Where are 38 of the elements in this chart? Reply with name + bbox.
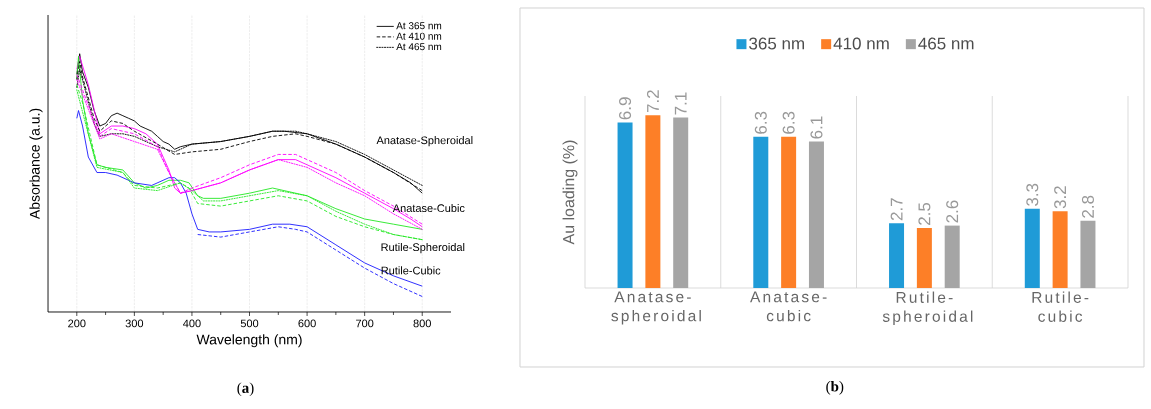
x-tick-label: 700: [356, 319, 374, 328]
data-label: 2.5: [918, 202, 931, 225]
text: (b): [826, 381, 844, 395]
legend-label: 410 nm: [833, 37, 889, 50]
annotation: Anatase-Spheroidal: [376, 136, 473, 147]
x-axis-title: Wavelength (nm): [196, 334, 302, 348]
data-label: 2.8: [1081, 195, 1094, 218]
annotation: Anatase-Cubic: [392, 204, 465, 213]
data-label: 6.1: [810, 116, 823, 139]
data-label: 6.3: [754, 111, 767, 134]
data-label: 6.3: [782, 111, 795, 134]
legend-label: At 465 nm: [396, 43, 442, 51]
annotation: Rutile-Spheroidal: [381, 243, 465, 254]
x-tick-label: 600: [298, 319, 316, 328]
data-label: 3.3: [1026, 183, 1039, 206]
text: (a): [237, 382, 254, 397]
data-label: 7.2: [646, 90, 659, 113]
data-label: 2.7: [890, 198, 903, 221]
legend-label: At 410 nm: [396, 32, 442, 40]
x-tick-label: Rutile-cubic: [1032, 291, 1089, 322]
data-label: 7.1: [674, 92, 687, 115]
data-label: 3.2: [1054, 186, 1067, 209]
x-tick-label: 400: [183, 319, 201, 328]
legend-label: 465 nm: [918, 37, 974, 50]
legend-label: 365 nm: [749, 37, 805, 50]
annotation: Rutile-Cubic: [381, 266, 441, 275]
legend-label: At 365 nm: [396, 22, 442, 30]
data-label: 6.9: [619, 97, 632, 120]
data-label: 2.6: [946, 200, 959, 223]
x-tick-label: 300: [125, 319, 144, 328]
x-tick-label: 500: [240, 319, 259, 328]
x-tick-label: Anatase-cubic: [750, 291, 827, 322]
y-axis-title: Au loading (%): [562, 140, 578, 245]
x-tick-label: 200: [68, 319, 86, 328]
x-tick-label: Rutile-spheroidal: [882, 291, 973, 325]
x-tick-label: Anatase-spheroidal: [611, 291, 701, 325]
y-axis-title: Absorbance (a.u.): [29, 108, 43, 220]
x-tick-label: 800: [413, 319, 431, 328]
